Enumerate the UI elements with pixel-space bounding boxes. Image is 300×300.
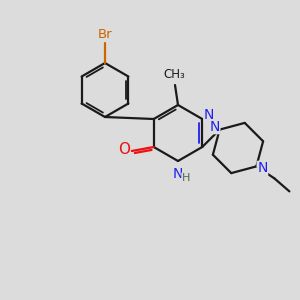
Text: H: H — [182, 173, 190, 183]
Text: N: N — [204, 108, 214, 122]
Text: N: N — [209, 120, 220, 134]
Text: N: N — [257, 161, 268, 176]
Text: Br: Br — [98, 28, 112, 40]
Text: CH₃: CH₃ — [163, 68, 185, 82]
Text: O: O — [118, 142, 130, 158]
Text: N: N — [173, 167, 183, 181]
